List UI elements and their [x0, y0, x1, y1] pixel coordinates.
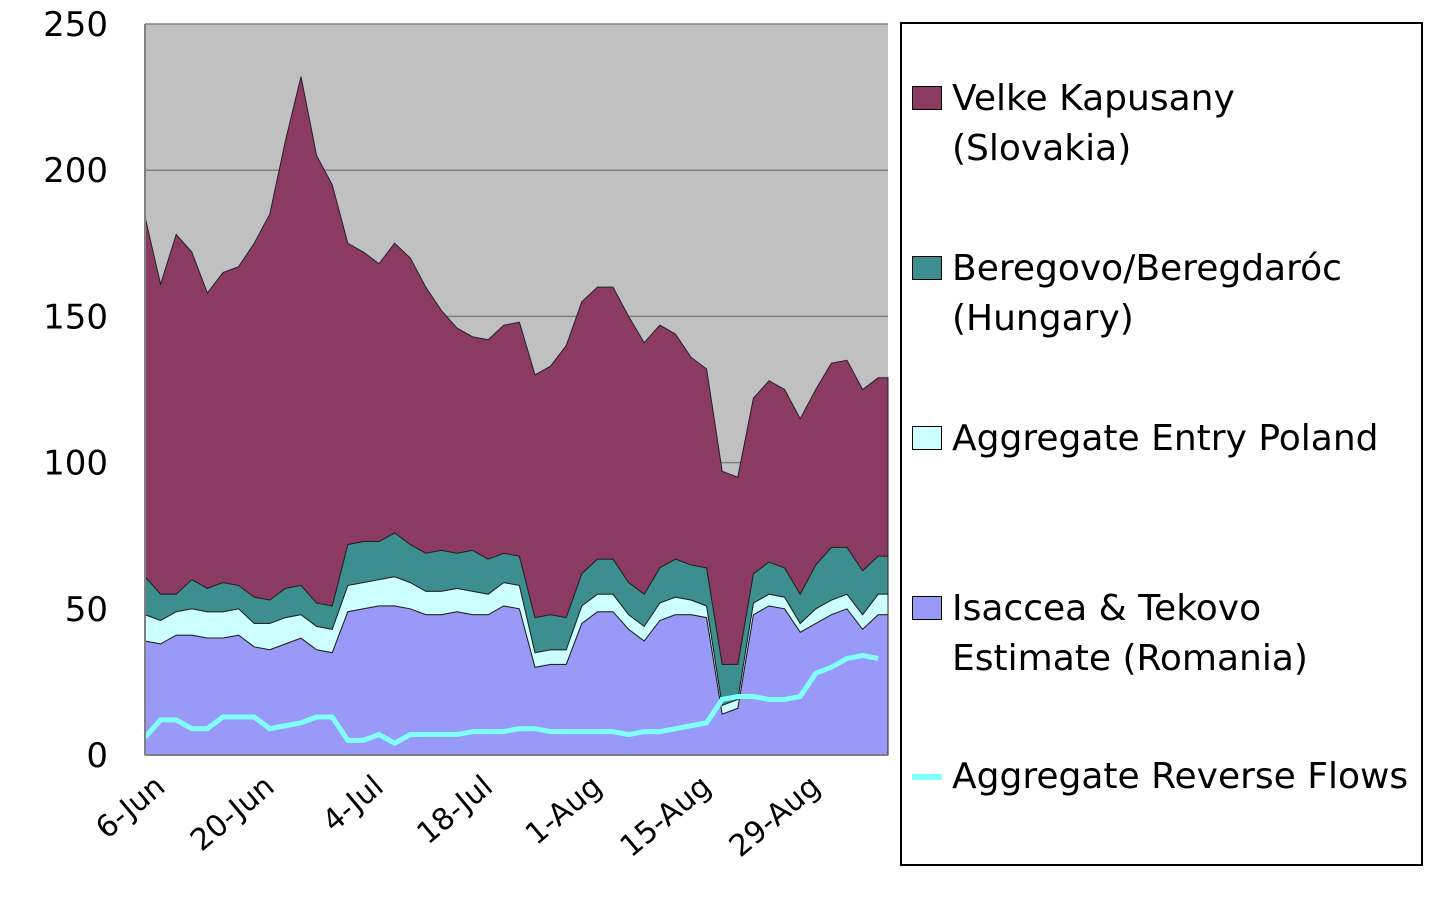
x-tick-label: 18-Jul — [411, 769, 500, 852]
legend-swatch — [912, 774, 942, 780]
chart: 0 50 100 150 200 250 6-Jun 20-Jun 4-Jul 18-Jul 1-A… — [43, 5, 889, 865]
legend: Velke Kapusany (Slovakia) Beregovo/Beregd… — [900, 22, 1423, 866]
y-tick-label: 100 — [43, 444, 108, 484]
x-tick-label: 20-Jun — [184, 769, 281, 859]
legend-label: Velke Kapusany (Slovakia) — [952, 78, 1235, 169]
y-tick-label: 0 — [86, 736, 108, 776]
x-tick-label: 4-Jul — [316, 769, 390, 839]
x-tick-label: 29-Aug — [723, 769, 827, 865]
legend-swatch — [912, 256, 942, 280]
legend-swatch — [912, 426, 942, 450]
legend-label: Isaccea & Tekovo Estimate (Romania) — [952, 588, 1308, 679]
line — [143, 653, 879, 747]
legend-label: Beregovo/Beregdaróc (Hungary) — [952, 248, 1342, 339]
y-tick-label: 50 — [65, 590, 108, 630]
x-tick-label: 15-Aug — [614, 769, 718, 865]
legend-label: Aggregate Entry Poland — [952, 418, 1379, 459]
legend-swatch — [912, 86, 942, 110]
y-tick-label: 250 — [43, 5, 108, 45]
x-tick-label: 1-Aug — [519, 769, 609, 852]
area — [144, 76, 889, 665]
x-tick-label: 6-Jun — [89, 769, 172, 846]
legend-swatch — [912, 596, 942, 620]
y-tick-label: 200 — [43, 151, 108, 191]
y-tick-label: 150 — [43, 297, 108, 337]
legend-label: Aggregate Reverse Flows — [952, 756, 1409, 797]
